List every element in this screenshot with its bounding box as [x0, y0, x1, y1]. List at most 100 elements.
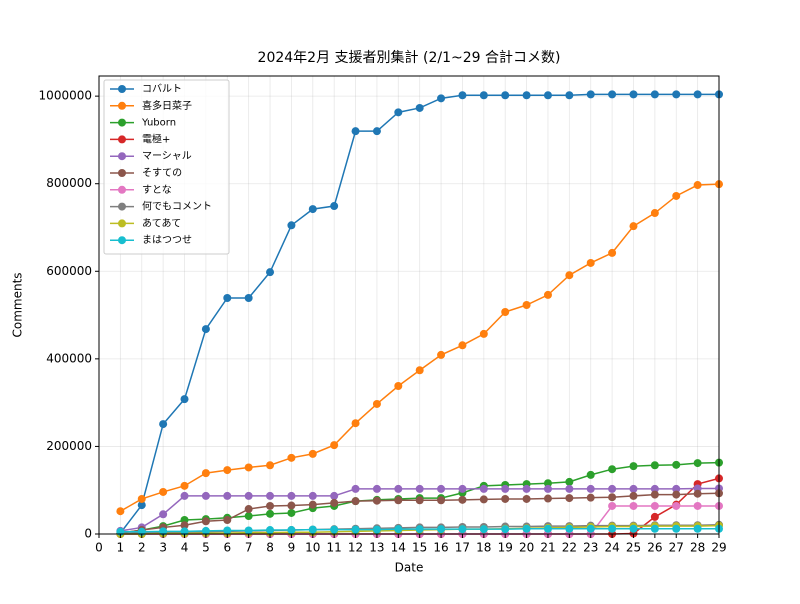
data-point: [672, 484, 681, 493]
data-point: [394, 382, 403, 391]
data-point: [565, 477, 574, 486]
legend-marker: [118, 118, 126, 127]
data-point: [629, 491, 638, 500]
data-point: [437, 350, 446, 359]
data-point: [586, 470, 595, 479]
x-tick-label: 3: [159, 541, 167, 555]
data-point: [458, 525, 467, 534]
data-point: [693, 489, 702, 498]
legend-label: 何でもコメント: [142, 200, 212, 213]
data-point: [586, 524, 595, 533]
data-point: [244, 293, 253, 302]
data-point: [351, 127, 360, 136]
legend-box: [103, 79, 230, 255]
data-point: [180, 521, 189, 530]
data-point: [180, 527, 189, 536]
data-point: [672, 460, 681, 469]
data-point: [201, 517, 210, 526]
data-point: [308, 500, 317, 509]
x-tick-label: 9: [288, 541, 296, 555]
data-point: [522, 494, 531, 503]
data-point: [244, 512, 253, 521]
data-point: [608, 501, 617, 510]
data-point: [458, 341, 467, 350]
data-point: [159, 527, 168, 536]
data-point: [266, 461, 275, 470]
data-point: [372, 484, 381, 493]
data-point: [608, 465, 617, 474]
data-point: [180, 395, 189, 404]
data-point: [522, 91, 531, 100]
data-point: [137, 501, 146, 510]
data-point: [458, 495, 467, 504]
data-point: [629, 222, 638, 231]
x-tick-label: 22: [562, 541, 577, 555]
x-tick-label: 12: [348, 541, 363, 555]
legend-marker: [118, 85, 126, 93]
legend-label: マーシャル: [142, 151, 192, 162]
data-point: [501, 494, 510, 503]
legend-label: あてあて: [142, 217, 181, 229]
data-point: [458, 484, 467, 493]
x-axis-label: Date: [395, 561, 424, 575]
data-point: [543, 524, 552, 533]
data-point: [501, 525, 510, 534]
data-point: [458, 91, 467, 100]
legend-label: まはつつせ: [142, 234, 192, 246]
data-point: [586, 484, 595, 493]
data-point: [479, 91, 488, 100]
data-point: [223, 466, 232, 475]
data-point: [159, 420, 168, 429]
data-point: [650, 524, 659, 533]
data-point: [137, 494, 146, 503]
data-point: [565, 91, 574, 100]
chart-title: 2024年2月 支援者別集計 (2/1~29 合計コメ数): [258, 49, 561, 66]
data-point: [629, 90, 638, 99]
data-point: [437, 525, 446, 534]
data-point: [330, 498, 339, 507]
data-point: [672, 524, 681, 533]
data-point: [244, 526, 253, 535]
data-point: [522, 301, 531, 309]
data-point: [287, 221, 296, 230]
x-tick-label: 6: [223, 541, 231, 555]
data-point: [415, 366, 424, 375]
data-point: [351, 484, 360, 493]
data-point: [543, 494, 552, 503]
x-tick-label: 5: [202, 541, 210, 555]
data-point: [479, 495, 488, 504]
data-point: [394, 484, 403, 493]
data-point: [672, 191, 681, 200]
legend-marker: [118, 236, 126, 245]
data-point: [650, 490, 659, 499]
legend-label: すとな: [142, 184, 172, 196]
y-tick-label: 800000: [46, 176, 92, 190]
data-point: [159, 487, 168, 496]
x-tick-label: 15: [412, 541, 427, 555]
legend-marker: [118, 135, 126, 144]
x-tick-label: 20: [519, 541, 534, 555]
data-point: [693, 90, 702, 99]
data-point: [650, 90, 659, 99]
x-tick-label: 23: [583, 541, 598, 555]
data-point: [565, 524, 574, 533]
data-point: [180, 491, 189, 500]
legend-marker: [118, 185, 126, 194]
data-point: [201, 325, 210, 334]
legend-label: 電極+: [142, 132, 170, 145]
data-point: [330, 491, 339, 500]
y-tick-label: 400000: [46, 351, 92, 365]
x-tick-label: 25: [626, 541, 641, 555]
data-point: [650, 461, 659, 470]
data-point: [287, 453, 296, 462]
data-point: [672, 90, 681, 99]
data-point: [608, 90, 617, 99]
data-point: [586, 258, 595, 267]
data-point: [116, 507, 125, 516]
x-tick-label: 26: [647, 541, 662, 555]
data-point: [244, 491, 253, 500]
legend-label: そすての: [142, 167, 182, 179]
data-point: [586, 493, 595, 502]
